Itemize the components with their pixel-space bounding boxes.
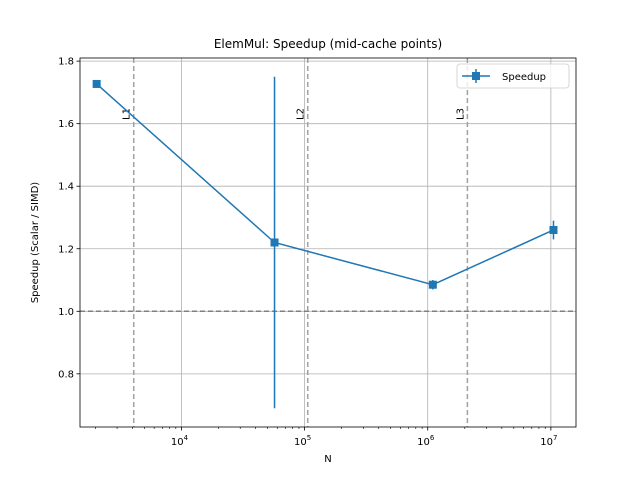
y-tick-label: 1.2 [58, 244, 74, 255]
ticks: 0.8 1.0 1.2 1.4 1.6 1.8 104 105 106 107 [58, 57, 557, 448]
y-tick-label: 1.8 [58, 57, 74, 68]
series-line [96, 83, 554, 286]
y-tick-label: 0.8 [58, 369, 74, 380]
data-point-marker [428, 280, 437, 289]
x-tick-label: 105 [294, 434, 311, 448]
x-axis-title: N [324, 454, 331, 465]
chart-title: ElemMul: Speedup (mid-cache points) [214, 37, 442, 51]
x-tick-label: 106 [417, 434, 435, 448]
grid [80, 58, 576, 427]
legend-box [456, 63, 570, 89]
legend-marker [472, 72, 480, 80]
y-axis-title: Speedup (Scalar / SIMD) [30, 182, 41, 303]
x-tick-label: 104 [171, 434, 189, 448]
plot-area-frame [79, 57, 577, 428]
cache-boundary-label: L3 [455, 108, 466, 120]
y-tick-label: 1.0 [58, 307, 74, 318]
legend-label: Speedup [502, 72, 546, 83]
x-tick-label: 107 [540, 434, 557, 448]
data-point-marker [92, 79, 101, 88]
y-tick-label: 1.4 [58, 182, 74, 193]
reference-lines: L1 L2 L3 [80, 58, 576, 427]
data-point-marker [549, 225, 558, 234]
data-point-marker [270, 238, 279, 247]
cache-boundary-label: L2 [296, 108, 307, 120]
series [92, 76, 558, 409]
cache-boundary-label: L1 [122, 108, 133, 120]
legend: Speedup [456, 63, 570, 89]
y-tick-label: 1.6 [58, 119, 74, 130]
